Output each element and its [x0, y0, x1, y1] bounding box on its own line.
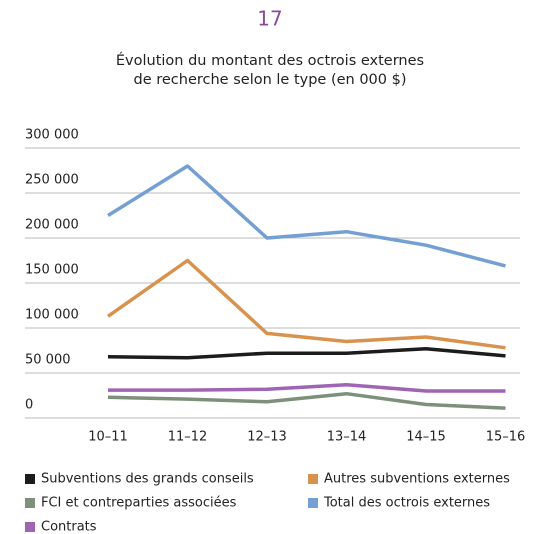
x-tick-label: 10–11	[88, 430, 128, 445]
x-tick-label: 14–15	[406, 430, 446, 445]
x-tick-label: 13–14	[327, 430, 367, 445]
legend-swatch	[308, 474, 318, 484]
legend-swatch	[25, 474, 35, 484]
y-tick-label: 0	[25, 398, 33, 413]
x-tick-label: 15–16	[486, 430, 526, 445]
y-tick-label: 200 000	[25, 218, 79, 233]
y-tick-label: 150 000	[25, 263, 79, 278]
legend-swatch	[308, 498, 318, 508]
series-line	[107, 164, 506, 268]
series-line	[107, 346, 506, 360]
series-line	[106, 258, 506, 350]
chart-title: de recherche selon le type (en 000 $)	[134, 72, 407, 88]
y-tick-label: 100 000	[25, 308, 79, 323]
legend-label: Contrats	[41, 520, 97, 534]
legend-label: FCI et contreparties associées	[41, 496, 237, 511]
y-tick-label: 50 000	[25, 353, 71, 368]
y-tick-label: 300 000	[25, 128, 79, 143]
x-tick-label: 12–13	[247, 430, 287, 445]
figure-number: 17	[257, 7, 282, 31]
x-tick-label: 11–12	[168, 430, 208, 445]
legend-swatch	[25, 522, 35, 532]
legend-label: Autres subventions externes	[324, 472, 510, 487]
legend-swatch	[25, 498, 35, 508]
series-line	[107, 391, 506, 410]
legend-label: Total des octrois externes	[323, 496, 490, 511]
series-line	[108, 382, 506, 393]
y-tick-label: 250 000	[25, 173, 79, 188]
legend-label: Subventions des grands conseils	[41, 472, 254, 487]
chart-title: Évolution du montant des octrois externe…	[116, 52, 424, 69]
